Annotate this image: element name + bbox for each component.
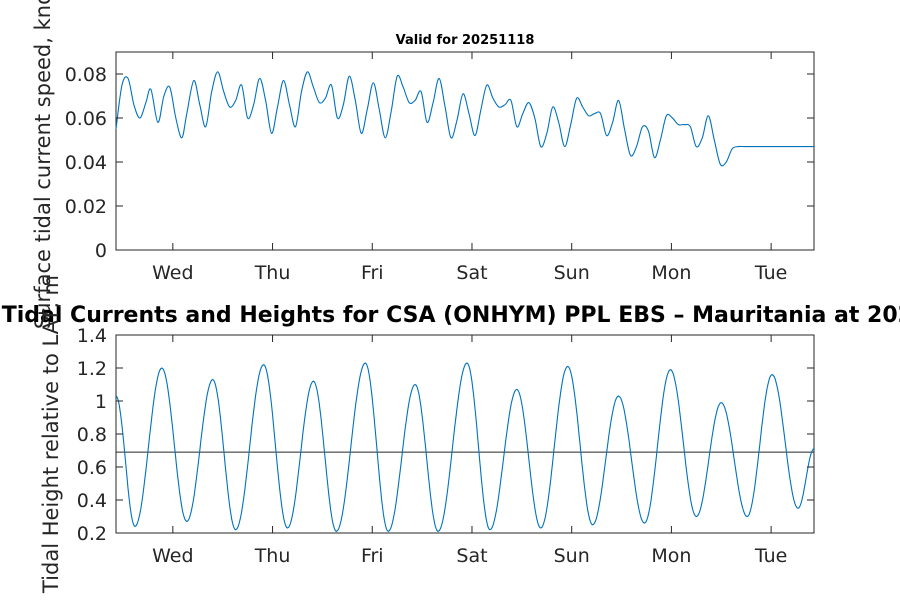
x-tick-label: Fri	[361, 262, 384, 284]
current-speed-chart: 00.020.040.060.08 Wed Thu Fri Sat Sun Mon Tue …	[31, 0, 815, 329]
y-tick-label: 1.2	[77, 358, 107, 380]
y-tick-label: 0.04	[65, 152, 107, 174]
x-tick-label: Fri	[361, 545, 384, 567]
x-tick-label: Sun	[554, 262, 590, 284]
y-tick-label: 1	[95, 391, 107, 413]
current-speed-y-axis-label: Surface tidal current speed, knots	[31, 0, 55, 329]
current-speed-chart-title: Valid for 20251118	[396, 33, 535, 48]
x-tick-label: Tue	[754, 262, 787, 284]
tidal-height-series-line	[115, 362, 815, 533]
y-tick-label: 0.08	[65, 64, 107, 86]
x-tick-label: Mon	[651, 545, 691, 567]
y-tick-label: 0.6	[77, 457, 107, 479]
y-tick-label: 0.2	[77, 523, 107, 545]
x-tick-label: Wed	[152, 262, 193, 284]
x-tick-label: Thu	[254, 545, 291, 567]
x-tick-label: Thu	[254, 262, 291, 284]
x-tick-label: Wed	[152, 545, 193, 567]
y-tick-label: 0.8	[77, 424, 107, 446]
main-figure-title: Tidal Currents and Heights for CSA (ONHY…	[2, 303, 900, 328]
y-tick-label: 0	[95, 240, 107, 262]
y-tick-label: 0.06	[65, 108, 107, 130]
y-tick-label: 0.02	[65, 196, 107, 218]
y-tick-label: 0.4	[77, 490, 107, 512]
y-tick-label: 1.4	[77, 325, 107, 347]
tidal-height-chart: 0.2 0.4 0.6 0.8 1 1.2 1.4 Wed Thu Fri Sat Sun Mon Tu…	[2, 275, 900, 594]
x-tick-label: Mon	[651, 262, 691, 284]
tidal-height-y-axis-label: Tidal Height relative to LAT, m	[39, 275, 63, 594]
x-tick-label: Tue	[754, 545, 787, 567]
x-tick-label: Sat	[456, 545, 487, 567]
x-tick-label: Sun	[554, 545, 590, 567]
current-speed-plot-area	[115, 51, 815, 251]
x-tick-label: Sat	[456, 262, 487, 284]
current-speed-series-line	[115, 71, 814, 167]
tidal-height-plot-area	[115, 334, 815, 534]
